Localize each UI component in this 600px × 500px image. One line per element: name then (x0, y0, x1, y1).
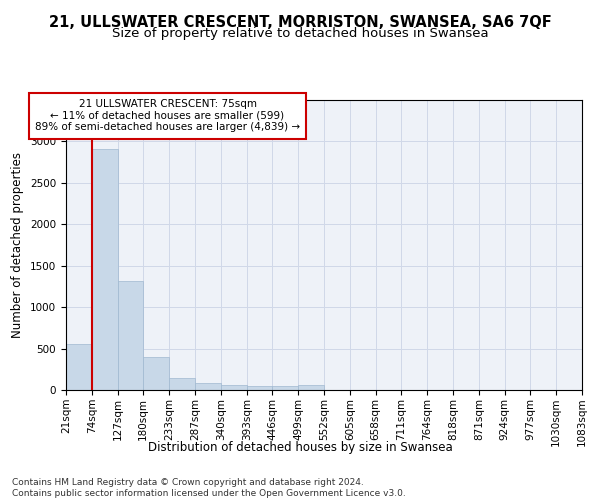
Text: Distribution of detached houses by size in Swansea: Distribution of detached houses by size … (148, 441, 452, 454)
Text: Size of property relative to detached houses in Swansea: Size of property relative to detached ho… (112, 28, 488, 40)
Text: 21, ULLSWATER CRESCENT, MORRISTON, SWANSEA, SA6 7QF: 21, ULLSWATER CRESCENT, MORRISTON, SWANS… (49, 15, 551, 30)
Bar (195, 384, 221, 390)
Bar (92, 149, 118, 390)
Text: Contains HM Land Registry data © Crown copyright and database right 2024.
Contai: Contains HM Land Registry data © Crown c… (12, 478, 406, 498)
Y-axis label: Number of detached properties: Number of detached properties (11, 152, 25, 338)
Bar (143, 357, 169, 390)
Bar (272, 386, 298, 390)
Bar (247, 386, 272, 390)
Bar (221, 386, 247, 390)
Bar (118, 280, 143, 390)
Text: 21 ULLSWATER CRESCENT: 75sqm
← 11% of detached houses are smaller (599)
89% of s: 21 ULLSWATER CRESCENT: 75sqm ← 11% of de… (35, 99, 300, 132)
Bar (169, 378, 195, 390)
Bar (66, 344, 92, 390)
Bar (298, 386, 324, 390)
